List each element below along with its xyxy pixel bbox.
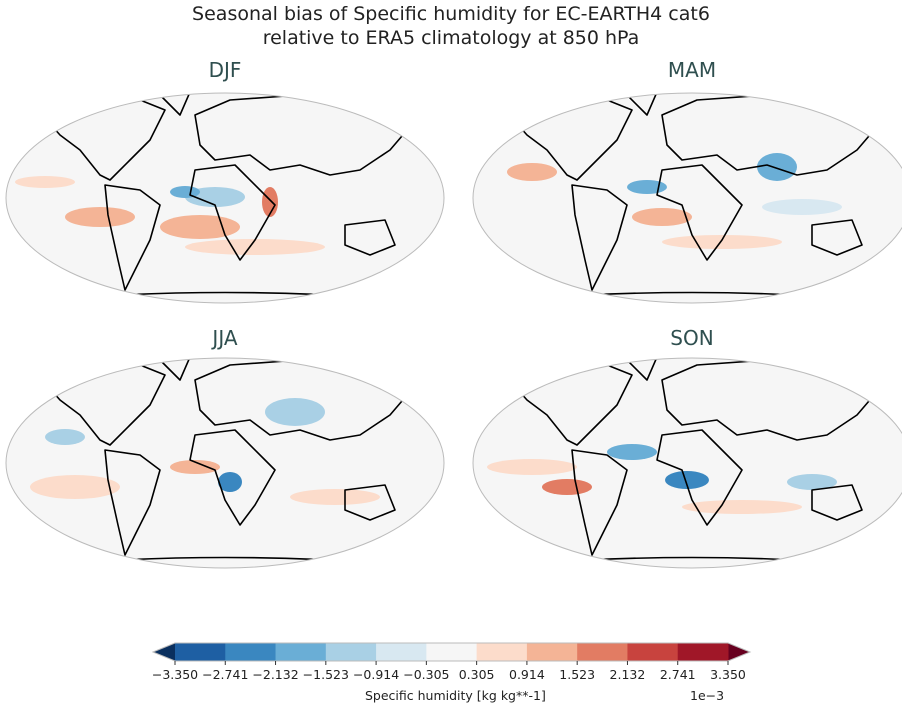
colorbar-tick-label: 0.914 xyxy=(509,667,545,682)
colorbar-segment xyxy=(627,643,679,661)
colorbar-tick-label: −2.741 xyxy=(202,667,249,682)
colorbar-tick-label: −2.132 xyxy=(252,667,299,682)
bias-region xyxy=(160,215,240,239)
map-panel-mam xyxy=(472,92,902,304)
colorbar-under-arrow xyxy=(153,643,175,661)
bias-region xyxy=(290,489,380,505)
colorbar-tick-label: −1.523 xyxy=(302,667,349,682)
bias-region xyxy=(218,472,242,492)
figure-title-line2: relative to ERA5 climatology at 850 hPa xyxy=(262,27,640,49)
bias-region xyxy=(787,474,837,490)
map-panel-jja xyxy=(5,357,445,569)
colorbar xyxy=(151,642,752,665)
colorbar-segment xyxy=(476,643,528,661)
colorbar-tick-label: −0.305 xyxy=(403,667,450,682)
map-boundary xyxy=(472,357,902,569)
colorbar-segment xyxy=(175,643,226,661)
bias-region xyxy=(487,459,577,475)
colorbar-tick-label: 3.350 xyxy=(710,667,746,682)
bias-region xyxy=(762,199,842,215)
bias-region xyxy=(757,153,797,181)
panel-title-djf: DJF xyxy=(208,58,242,82)
panel-title-son: SON xyxy=(670,326,714,350)
bias-region xyxy=(542,479,592,495)
bias-region xyxy=(170,460,220,474)
map-boundary xyxy=(5,357,445,569)
colorbar-segment xyxy=(225,643,277,661)
bias-region xyxy=(30,475,120,499)
bias-region xyxy=(632,208,692,226)
bias-region xyxy=(262,187,278,217)
colorbar-segment xyxy=(376,643,427,661)
bias-region xyxy=(15,176,75,188)
bias-region xyxy=(682,500,802,514)
map-boundary xyxy=(5,92,445,304)
colorbar-segment xyxy=(677,643,729,661)
colorbar-label: Specific humidity [kg kg**-1] xyxy=(365,688,546,703)
colorbar-segment xyxy=(526,643,578,661)
colorbar-tick-label: 2.741 xyxy=(659,667,696,682)
bias-region xyxy=(45,429,85,445)
bias-region xyxy=(507,163,557,181)
bias-region xyxy=(607,444,657,460)
panel-title-mam: MAM xyxy=(667,58,717,82)
map-boundary xyxy=(472,92,902,304)
bias-region xyxy=(665,471,709,489)
colorbar-over-arrow xyxy=(728,643,750,661)
bias-region xyxy=(170,186,200,198)
colorbar-tick-label: −3.350 xyxy=(151,667,199,682)
map-panel-son xyxy=(472,357,902,569)
colorbar-segment xyxy=(275,643,327,661)
colorbar-tick-label: 1.523 xyxy=(559,667,596,682)
bias-region xyxy=(265,398,325,426)
colorbar-scale: 1e−3 xyxy=(690,688,725,703)
panel-title-jja: JJA xyxy=(212,326,238,350)
bias-region xyxy=(627,180,667,194)
map-panel-djf xyxy=(5,92,445,304)
colorbar-segment xyxy=(325,643,377,661)
colorbar-segment xyxy=(577,643,628,661)
colorbar-tick-label: 0.305 xyxy=(458,667,495,682)
colorbar-segment xyxy=(426,643,478,661)
colorbar-tick-label: 2.132 xyxy=(609,667,646,682)
bias-region xyxy=(65,207,135,227)
bias-region xyxy=(662,235,782,249)
figure-title-line1: Seasonal bias of Specific humidity for E… xyxy=(192,3,710,25)
colorbar-tick-label: −0.914 xyxy=(352,667,400,682)
bias-region xyxy=(185,239,325,255)
